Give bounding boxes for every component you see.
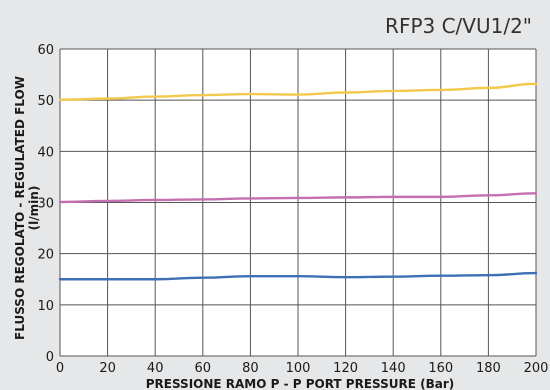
gridlines xyxy=(59,48,537,357)
x-tick-labels: 0 20 40 60 80 100 120 140 160 180 200 xyxy=(56,361,549,376)
y-axis-unit: (l/min) xyxy=(27,186,41,231)
series-line-3 xyxy=(58,271,538,281)
series-layer xyxy=(58,82,538,281)
x-tick-label: 200 xyxy=(524,361,549,376)
series-line-2 xyxy=(58,192,538,204)
y-tick-label: 30 xyxy=(37,197,54,212)
y-tick-label: 40 xyxy=(37,145,54,160)
x-tick-label: 180 xyxy=(476,361,501,376)
x-tick-label: 140 xyxy=(381,361,406,376)
y-tick-label: 10 xyxy=(37,299,54,314)
y-tick-labels: 0 10 20 30 40 50 60 xyxy=(37,43,54,365)
chart-title: RFP3 C/VU1/2" xyxy=(385,14,532,38)
x-tick-label: 160 xyxy=(428,361,453,376)
y-tick-label: 0 xyxy=(46,350,54,365)
y-tick-label: 50 xyxy=(37,94,54,109)
y-tick-label: 60 xyxy=(37,43,54,58)
x-axis-title: PRESSIONE RAMO P - P PORT PRESSURE (Bar) xyxy=(146,377,455,390)
x-tick-label: 40 xyxy=(147,361,164,376)
x-tick-label: 80 xyxy=(242,361,259,376)
series-line-1 xyxy=(58,82,538,101)
x-tick-label: 60 xyxy=(195,361,212,376)
x-tick-label: 100 xyxy=(286,361,311,376)
y-axis-title: FLUSSO REGOLATO - REGULATED FLOW xyxy=(13,76,27,340)
y-tick-label: 20 xyxy=(37,248,54,263)
x-tick-label: 20 xyxy=(99,361,116,376)
x-tick-label: 120 xyxy=(333,361,358,376)
x-tick-label: 0 xyxy=(56,361,64,376)
